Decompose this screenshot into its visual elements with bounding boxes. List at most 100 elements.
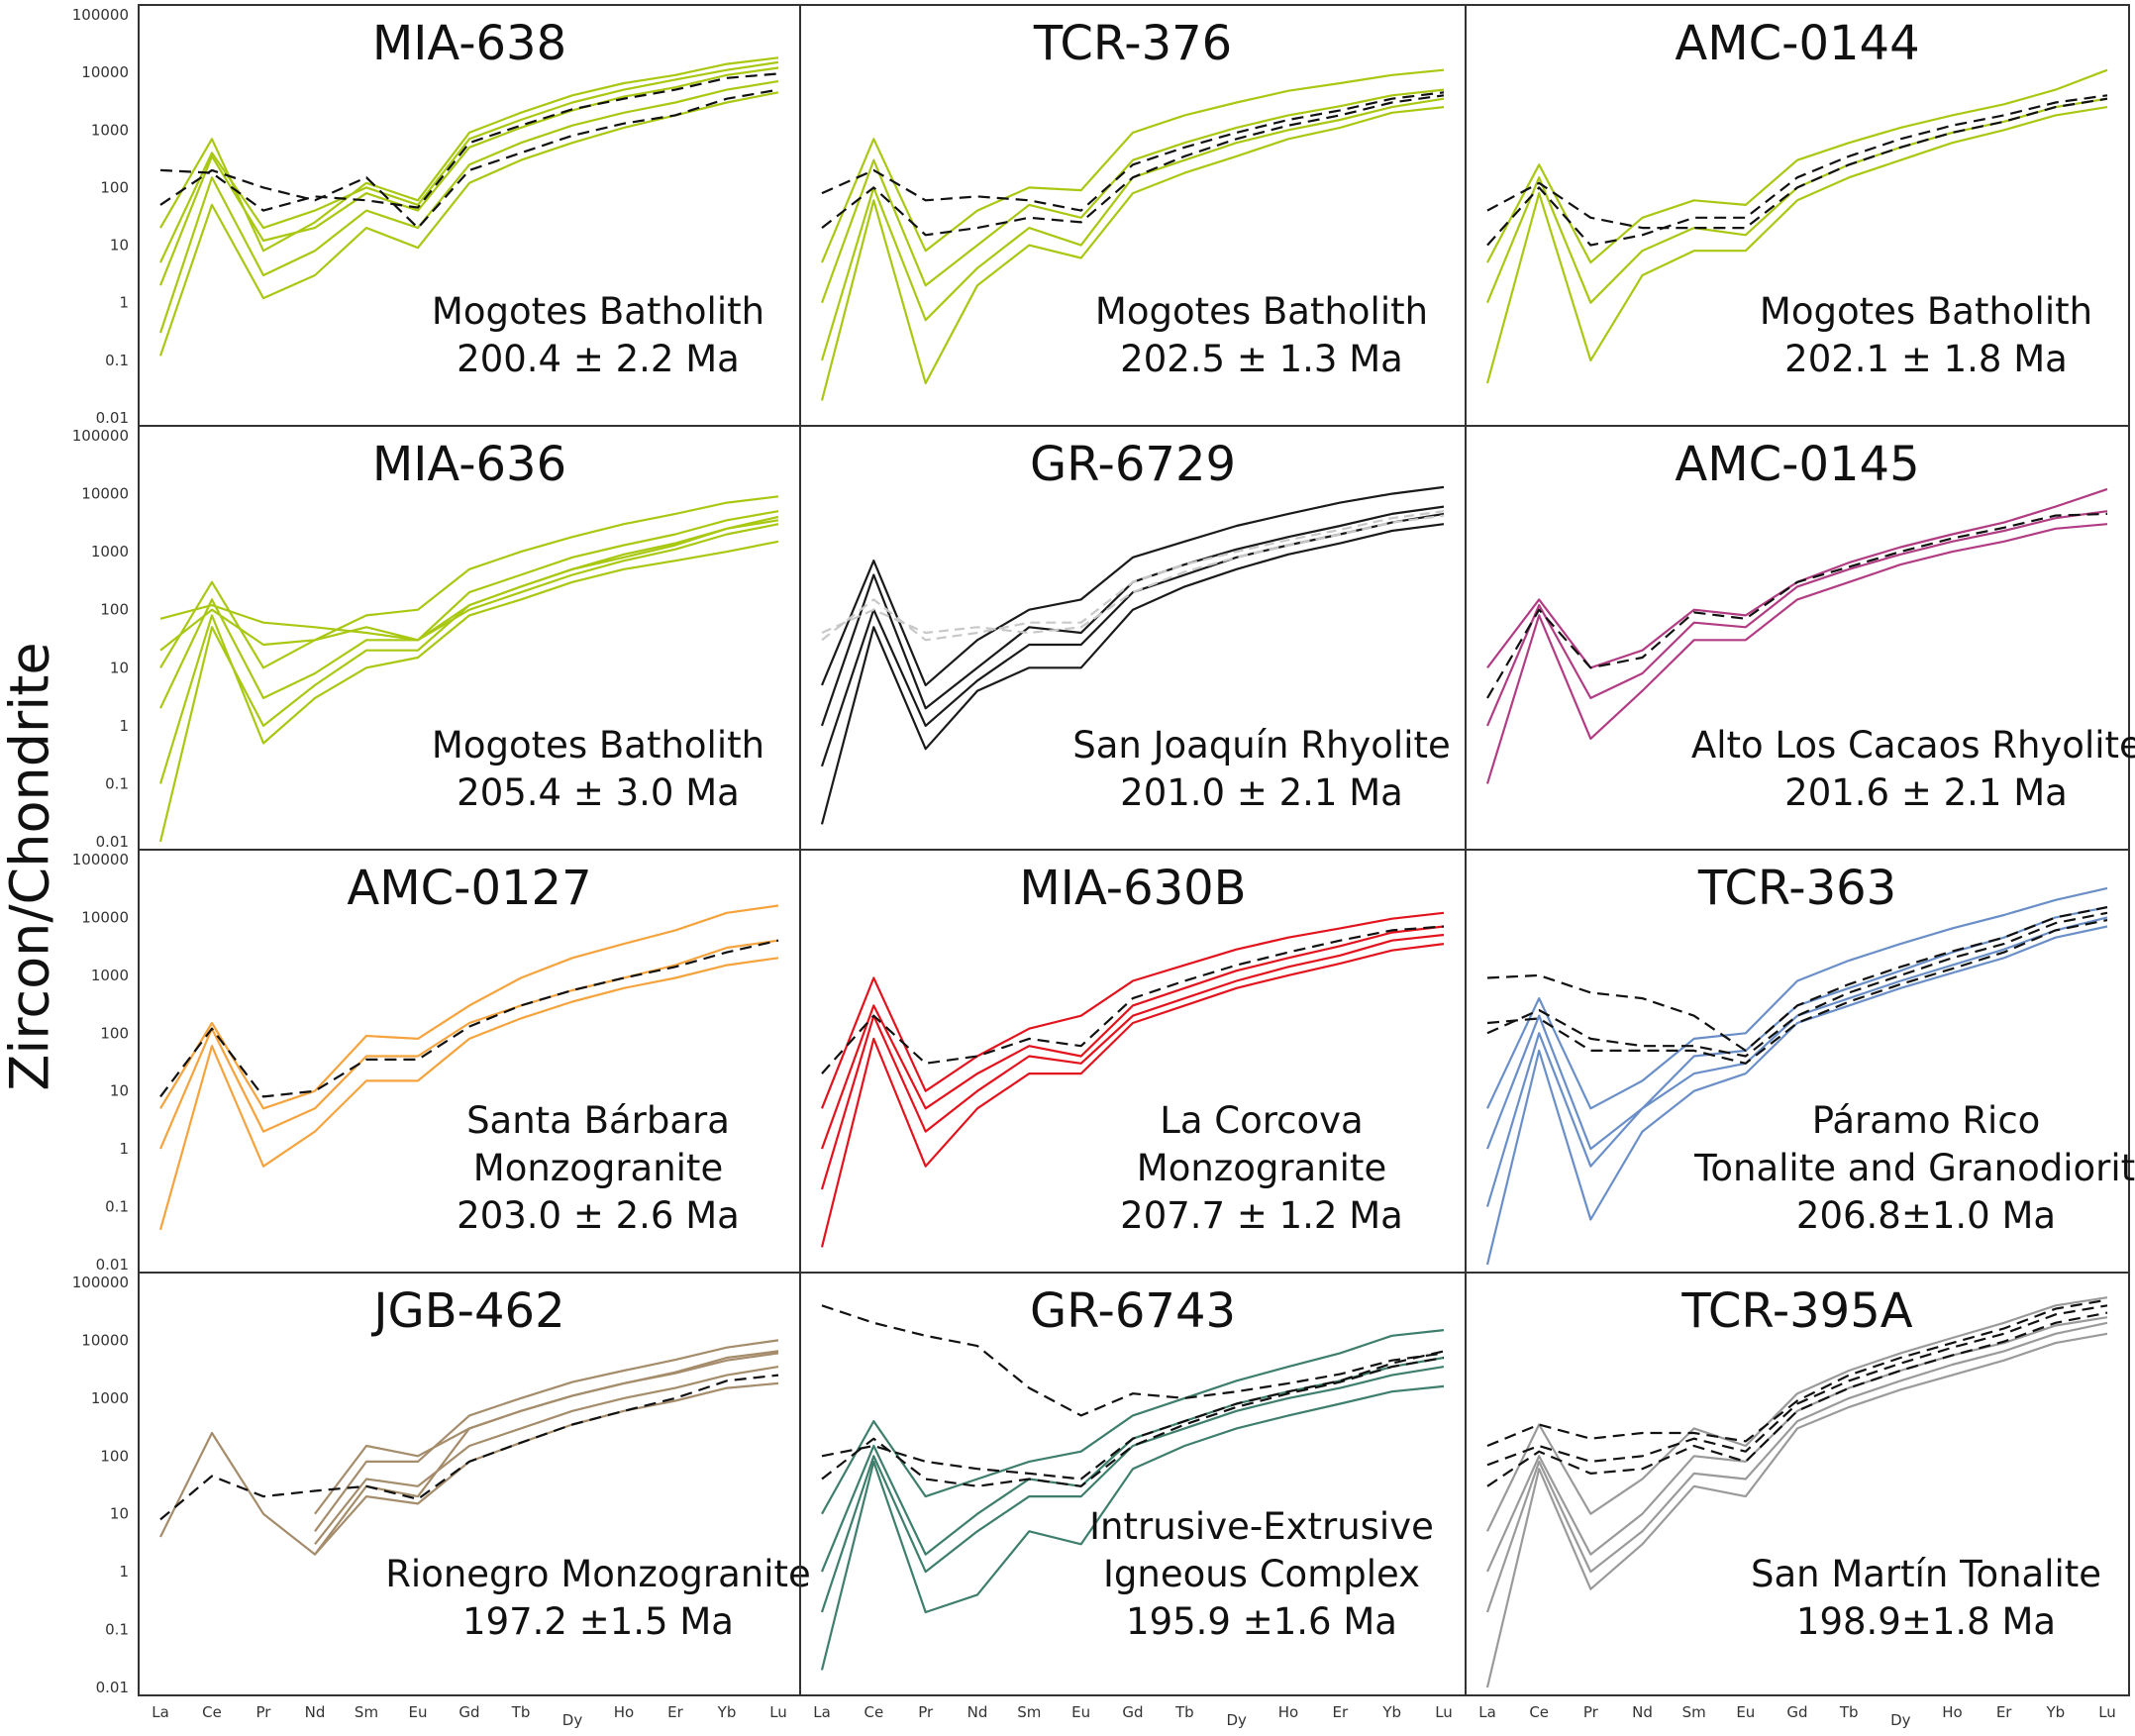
panel-label-line-2: Tonalite and Granodiorite (1693, 1147, 2135, 1189)
series-line-5 (1486, 1298, 2108, 1448)
x-tick-label: Yb (717, 1703, 737, 1721)
y-tick-label: 1000 (91, 543, 129, 561)
x-tick-label: Lu (769, 1703, 787, 1721)
x-tick-label: Gd (1786, 1703, 1807, 1721)
y-tick-label: 0.1 (105, 774, 129, 792)
panel-frame (1465, 1272, 2130, 1696)
series-line-6 (159, 72, 779, 212)
x-tick-label: La (1478, 1703, 1496, 1721)
y-tick-label: 0.01 (96, 833, 129, 851)
series-line-1 (158, 939, 779, 1150)
panel-label-line-1: Intrusive-Extrusive (1089, 1505, 1434, 1548)
series-line-4 (1485, 916, 2108, 1207)
x-tick-label: Eu (1071, 1703, 1090, 1721)
panel-label-line-1: Santa Bárbara (466, 1099, 730, 1142)
x-tick-label: Ho (1942, 1703, 1962, 1721)
y-tick-label: 10 (110, 1505, 129, 1523)
y-tick-label: 10000 (81, 1331, 129, 1349)
panel-label-line-1: Mogotes Batholith (1760, 290, 2092, 333)
panel-GR-6729: GR-6729 San Joaquín Rhyolite 201.0 ± 2.1 M… (799, 425, 1467, 851)
y-tick-label: 100 (100, 601, 129, 619)
x-tick-label: Ce (864, 1703, 883, 1721)
series-line-4 (314, 1366, 779, 1545)
panel-label-line-2: 197.2 ±1.5 Ma (462, 1600, 734, 1643)
series-line-2 (314, 1339, 779, 1532)
x-tick-label: Yb (1381, 1703, 1401, 1721)
panel-title: MIA-638 (372, 16, 566, 71)
y-tick-label: 1 (119, 717, 129, 735)
x-tick-label: Sm (1682, 1703, 1706, 1721)
y-tick-label: 1 (119, 1563, 129, 1581)
series-line-5 (314, 1381, 779, 1556)
y-tick-label: 0.01 (96, 1679, 129, 1696)
panel-label-line-2: Igneous Complex (1103, 1553, 1420, 1595)
panel-label-line-2: 198.9±1.8 Ma (1796, 1600, 2056, 1643)
y-tick-label: 1000 (91, 1389, 129, 1407)
series-line-2 (820, 523, 1445, 825)
series-line-1 (159, 510, 779, 709)
series-line-2 (820, 911, 1445, 1109)
series-line-5 (159, 515, 779, 642)
series-line-4 (820, 106, 1445, 401)
x-tick-label: Lu (2098, 1703, 2116, 1721)
y-tick-label: 1000 (91, 967, 129, 984)
series-line-3 (1485, 106, 2108, 384)
x-tick-label: Pr (918, 1703, 934, 1721)
panel-label-line-2: 201.0 ± 2.1 Ma (1120, 771, 1403, 814)
figure-y-axis-label: Zircon/Chondrite (0, 0, 61, 1732)
series-line-5 (821, 91, 1445, 212)
series-line-6 (821, 1350, 1445, 1481)
y-tick-label: 0.1 (105, 352, 129, 369)
y-tick-label: 0.01 (96, 1256, 129, 1274)
series-line-3 (1485, 1332, 2108, 1688)
panel-TCR-395A: La Ce Pr Nd Sm Eu Gd Tb Dy Ho Er Yb Lu TCR-395A San Ma… (1465, 1272, 2130, 1729)
panel-MIA-636: 100000 10000 1000 100 10 1 0.1 0.01 MIA-636 Mogot… (72, 425, 801, 851)
panel-label-line-2: 202.1 ± 1.8 Ma (1784, 338, 2068, 380)
y-tick-label: 100000 (72, 1274, 129, 1291)
x-tick-label: Gd (458, 1703, 479, 1721)
series-line-1 (158, 66, 779, 286)
panel-title: TCR-395A (1680, 1283, 1912, 1339)
series-line-6 (159, 523, 779, 652)
x-tick-label: Ce (1529, 1703, 1549, 1721)
x-tick-label: Nd (967, 1703, 988, 1721)
series-line-2 (159, 904, 779, 1110)
panel-AMC-0145: AMC-0145 Alto Los Cacaos Rhyolites 201.6 ±… (1465, 425, 2135, 851)
series-line-2 (1486, 487, 2108, 669)
x-tick-label: Gd (1122, 1703, 1143, 1721)
x-tick-label: Eu (1736, 1703, 1755, 1721)
series-line-5 (821, 510, 1445, 642)
panel-title: TCR-363 (1697, 861, 1896, 916)
x-tick-label: Ho (614, 1703, 634, 1721)
x-tick-label: Tb (1174, 1703, 1194, 1721)
panel-label-line-2: 201.6 ± 2.1 Ma (1784, 771, 2068, 814)
series-line-4 (1486, 512, 2108, 699)
y-tick-label: 100000 (72, 851, 129, 868)
x-tick-label: Lu (1435, 1703, 1453, 1721)
series-line-7 (1486, 1311, 2108, 1487)
x-tick-label: Ce (202, 1703, 222, 1721)
x-tick-label: La (152, 1703, 169, 1721)
x-tick-label: Tb (511, 1703, 531, 1721)
y-tick-label: 10 (110, 1082, 129, 1100)
y-tick-label: 100000 (72, 6, 129, 24)
series-line-7 (821, 1356, 1445, 1487)
panel-label-line-1: Rionegro Monzogranite (385, 1553, 811, 1595)
x-tick-label: Er (667, 1703, 683, 1721)
series-line-3 (158, 80, 779, 334)
series-line-4 (159, 939, 779, 1098)
panel-MIA-638: 100000 10000 1000 100 10 1 0.1 0.01 MIA-638 Mogot… (72, 4, 801, 427)
series-line-1 (820, 505, 1445, 727)
series-line-3 (820, 943, 1445, 1248)
panel-label-line-1: San Martín Tonalite (1751, 1553, 2101, 1595)
series-line-6 (821, 94, 1445, 237)
panel-title: GR-6743 (1030, 1283, 1236, 1339)
series-line-3 (1485, 523, 2108, 784)
panel-label-line-3: 195.9 ±1.6 Ma (1126, 1600, 1397, 1643)
x-tick-label: Er (1996, 1703, 2012, 1721)
x-tick-label: Dy (1226, 1711, 1247, 1729)
panel-AMC-0127: 100000 10000 1000 100 10 1 0.1 0.01 AMC-0127 Sant… (72, 849, 801, 1274)
y-tick-label: 0.01 (96, 409, 129, 427)
x-tick-label: Nd (305, 1703, 326, 1721)
